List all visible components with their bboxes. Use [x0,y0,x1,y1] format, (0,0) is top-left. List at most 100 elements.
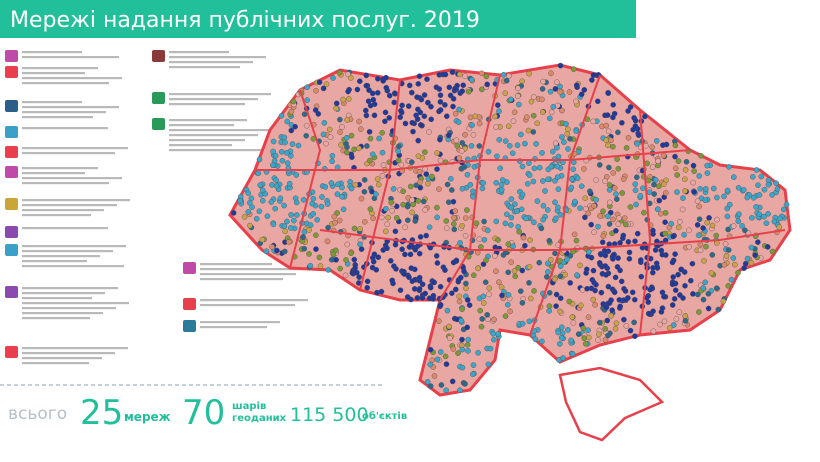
map-point [515,264,522,271]
legend-text-line [22,67,98,70]
map-point [602,252,609,259]
map-point [724,205,731,212]
map-point [416,250,423,257]
map-point [459,222,465,229]
map-point [694,222,701,228]
map-point [470,362,477,368]
map-point [671,322,677,328]
map-point [301,229,308,235]
map-points [230,62,790,394]
map-point [416,274,423,281]
map-point [548,70,554,77]
map-point [646,189,653,195]
map-point [632,187,639,194]
map-point [512,201,518,207]
map-point [756,211,763,217]
map-point [592,302,598,308]
map-point [519,300,526,306]
map-point [540,178,546,184]
map-point [680,195,686,201]
map-point [596,260,603,266]
map-point [408,89,415,96]
map-point [449,378,456,385]
map-point [291,217,297,224]
map-point [531,219,537,226]
map-point [677,292,683,298]
legend-text-line [169,56,266,59]
map-point [412,246,419,253]
map-point [345,96,352,102]
map-point [643,142,649,149]
map-point [303,132,310,139]
map-point [621,316,627,323]
map-point [417,234,424,240]
map-point [415,198,422,204]
map-point [404,294,411,300]
map-point [492,113,498,120]
map-point [328,180,335,186]
map-point [555,329,562,336]
map-point [508,214,515,221]
map-point [602,325,609,332]
region-border [289,89,322,269]
map-point [591,202,597,209]
map-point [577,262,583,269]
map-point [367,102,374,109]
map-point [478,70,485,77]
map-point [293,212,300,218]
map-point [289,141,296,147]
map-point [532,336,539,343]
map-point [462,232,469,239]
map-point [761,186,768,193]
map-point [506,142,513,149]
map-point [241,214,248,220]
map-point [269,244,275,250]
map-point [317,263,324,269]
map-point [672,287,679,294]
map-point [420,198,427,205]
map-point [387,257,394,264]
map-point [714,194,720,201]
map-point [610,102,617,108]
map-point [526,318,533,325]
map-point [574,175,581,182]
map-point [672,251,678,257]
map-point [390,186,397,192]
map-point [389,207,395,214]
map-point [342,272,349,279]
map-point [301,245,308,252]
map-point [400,188,406,195]
region-border [319,229,786,251]
map-point [669,281,676,288]
map-point [356,78,363,84]
map-point [704,219,711,226]
map-point [683,158,690,165]
map-point [566,298,573,305]
legend-text-line [200,273,296,276]
map-point [548,163,555,170]
map-point [356,274,362,280]
map-point [758,173,765,180]
legend-text-line [169,93,271,96]
map-point [730,255,737,261]
map-point [640,185,646,191]
map-point [416,73,423,79]
map-point [650,227,656,234]
map-point [682,318,689,324]
map-point [304,84,310,90]
map-point [634,140,640,147]
map-point [550,148,556,155]
map-point [632,117,639,124]
map-point [499,177,506,183]
map-point [675,158,682,164]
map-point [255,170,262,177]
map-point [750,194,757,201]
map-point [616,297,623,303]
map-point [306,227,312,233]
map-point [504,301,511,308]
map-point [425,180,431,187]
map-point [495,237,501,243]
map-point [397,287,404,294]
map-point [703,186,709,192]
map-point [691,189,698,195]
